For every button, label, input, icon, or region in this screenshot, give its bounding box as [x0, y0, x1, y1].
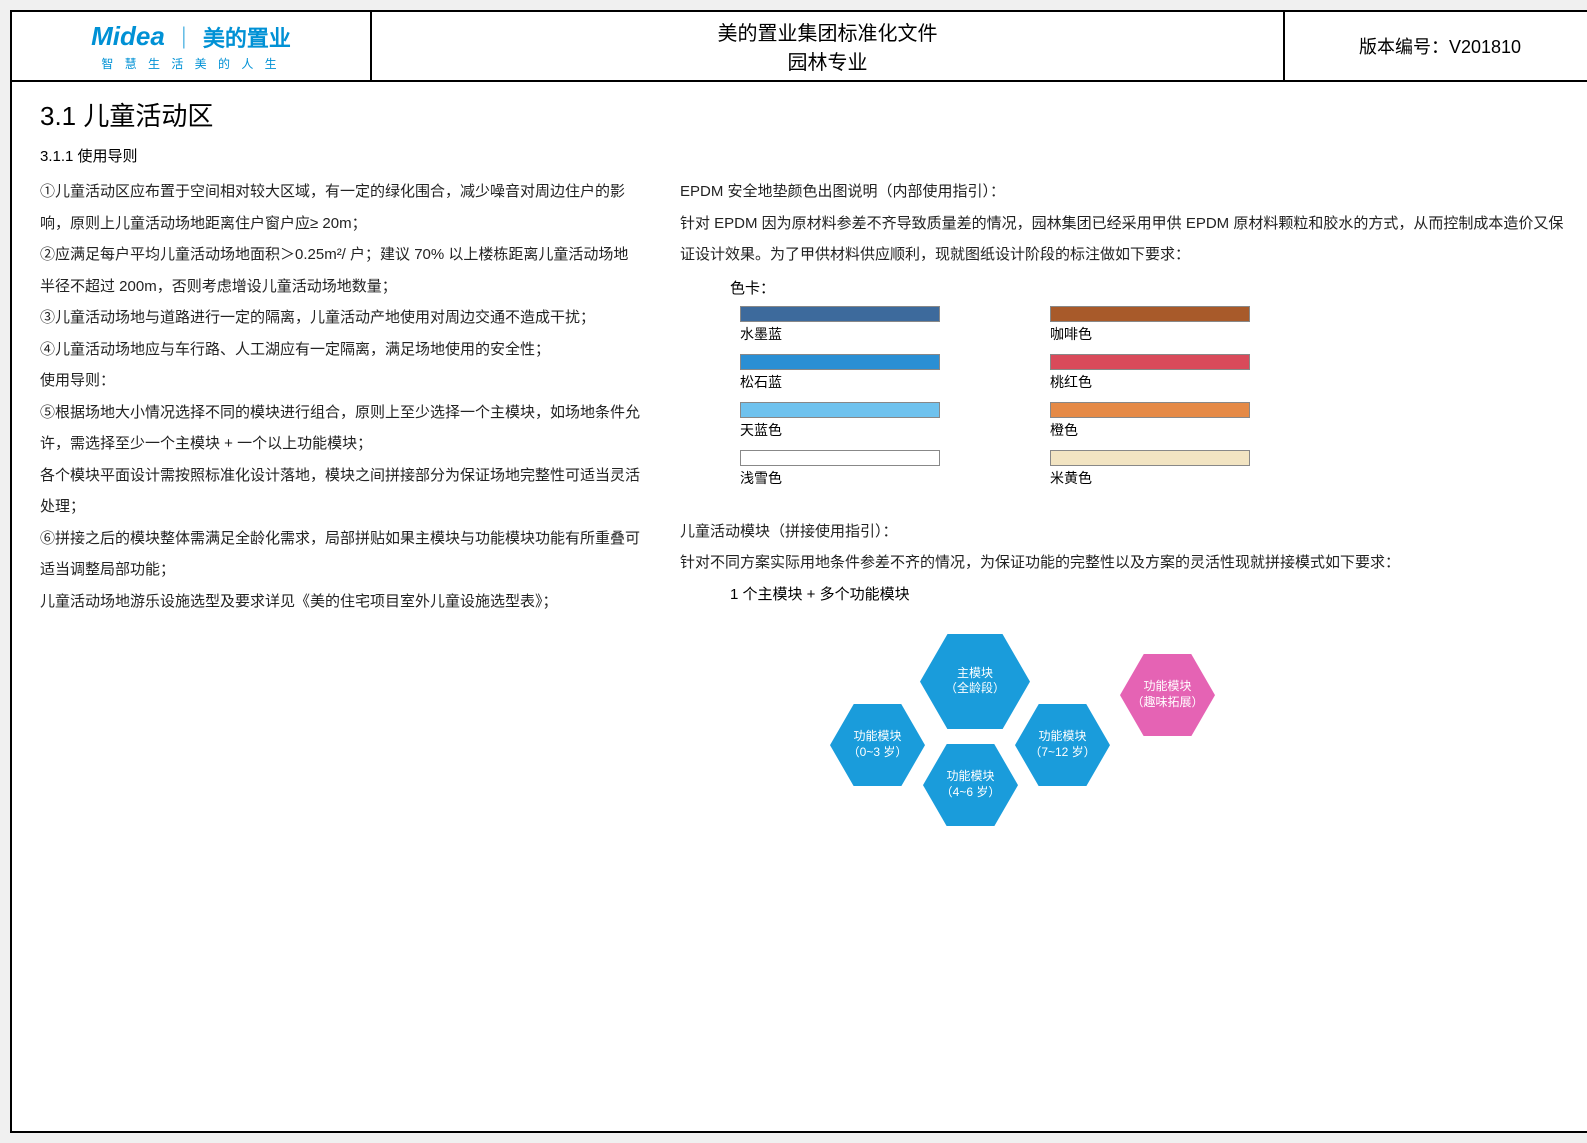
swatch-name: 浅雪色	[740, 468, 990, 488]
module-hexagon: 功能模块（7~12 岁）	[1015, 704, 1110, 786]
swatch-col-left: 水墨蓝松石蓝天蓝色浅雪色	[740, 306, 990, 498]
page-header: Midea ｜ 美的置业 智 慧 生 活 美 的 人 生 美的置业集团标准化文件…	[12, 12, 1587, 82]
color-swatch: 浅雪色	[740, 450, 990, 488]
color-swatch: 松石蓝	[740, 354, 990, 392]
swatch-name: 松石蓝	[740, 372, 990, 392]
document-page: Midea ｜ 美的置业 智 慧 生 活 美 的 人 生 美的置业集团标准化文件…	[10, 10, 1587, 1133]
epdm-body: 针对 EPDM 因为原材料参差不齐导致质量差的情况，园林集团已经采用甲供 EPD…	[680, 208, 1567, 271]
hexagon-label: 功能模块（4~6 岁）	[941, 769, 1001, 800]
swatch-box	[1050, 450, 1250, 466]
guideline-paragraph: ③儿童活动场地与道路进行一定的隔离，儿童活动产地使用对周边交通不造成干扰；	[40, 302, 640, 334]
color-swatch: 米黄色	[1050, 450, 1300, 488]
color-swatch: 水墨蓝	[740, 306, 990, 344]
version-label: 版本编号：V201810	[1359, 33, 1521, 59]
color-swatch: 橙色	[1050, 402, 1300, 440]
swatch-area: 色卡： 水墨蓝松石蓝天蓝色浅雪色 咖啡色桃红色橙色米黄色	[730, 277, 1567, 498]
color-swatch: 咖啡色	[1050, 306, 1300, 344]
section-title: 3.1 儿童活动区	[40, 96, 1567, 133]
swatch-box	[740, 354, 940, 370]
module-heading: 儿童活动模块（拼接使用指引）：	[680, 516, 1567, 548]
guideline-paragraph: ⑤根据场地大小情况选择不同的模块进行组合，原则上至少选择一个主模块，如场地条件允…	[40, 397, 640, 460]
hexagon-label: 主模块（全龄段）	[945, 666, 1005, 697]
guideline-paragraph: ⑥拼接之后的模块整体需满足全龄化需求，局部拼贴如果主模块与功能模块功能有所重叠可…	[40, 523, 640, 586]
guideline-paragraph: 儿童活动场地游乐设施选型及要求详见《美的住宅项目室外儿童设施选型表》；	[40, 586, 640, 618]
hexagon-label: 功能模块（趣味拓展）	[1131, 679, 1203, 710]
module-hexagon: 功能模块（0~3 岁）	[830, 704, 925, 786]
guideline-paragraph: 使用导则：	[40, 365, 640, 397]
hexagon-diagram: 主模块（全龄段） 功能模块（0~3 岁） 功能模块（7~12 岁） 功能模块（4~6 …	[830, 634, 1567, 844]
module-formula: 1 个主模块 + 多个功能模块	[730, 583, 1567, 604]
logo-block: Midea ｜ 美的置业 智 慧 生 活 美 的 人 生	[12, 12, 372, 80]
swatch-name: 水墨蓝	[740, 324, 990, 344]
swatch-name: 桃红色	[1050, 372, 1300, 392]
swatch-box	[1050, 306, 1250, 322]
guideline-paragraph: 各个模块平面设计需按照标准化设计落地，模块之间拼接部分为保证场地完整性可适当灵活…	[40, 460, 640, 523]
swatch-name: 橙色	[1050, 420, 1300, 440]
swatch-col-right: 咖啡色桃红色橙色米黄色	[1050, 306, 1300, 498]
header-title-line2: 园林专业	[788, 46, 868, 75]
module-hexagon: 功能模块（趣味拓展）	[1120, 654, 1215, 736]
two-column-layout: ①儿童活动区应布置于空间相对较大区域，有一定的绿化围合，减少噪音对周边住户的影响…	[40, 176, 1567, 844]
swatch-grid: 水墨蓝松石蓝天蓝色浅雪色 咖啡色桃红色橙色米黄色	[740, 306, 1567, 498]
module-body: 针对不同方案实际用地条件参差不齐的情况，为保证功能的完整性以及方案的灵活性现就拼…	[680, 547, 1567, 579]
guideline-paragraph: ①儿童活动区应布置于空间相对较大区域，有一定的绿化围合，减少噪音对周边住户的影响…	[40, 176, 640, 239]
module-hexagon: 主模块（全龄段）	[920, 634, 1030, 729]
color-swatch: 天蓝色	[740, 402, 990, 440]
hexagon-label: 功能模块（7~12 岁）	[1029, 729, 1095, 760]
epdm-heading: EPDM 安全地垫颜色出图说明（内部使用指引）：	[680, 176, 1567, 208]
swatch-box	[1050, 354, 1250, 370]
guideline-paragraph: ④儿童活动场地应与车行路、人工湖应有一定隔离，满足场地使用的安全性；	[40, 334, 640, 366]
page-content: 3.1 儿童活动区 3.1.1 使用导则 ①儿童活动区应布置于空间相对较大区域，…	[12, 82, 1587, 1131]
swatch-name: 咖啡色	[1050, 324, 1300, 344]
hexagon-label: 功能模块（0~3 岁）	[848, 729, 908, 760]
swatch-name: 米黄色	[1050, 468, 1300, 488]
swatch-box	[1050, 402, 1250, 418]
logo-cn: 美的置业	[203, 21, 291, 53]
header-title-block: 美的置业集团标准化文件 园林专业	[372, 12, 1285, 80]
swatch-box	[740, 450, 940, 466]
logo-divider: ｜	[173, 21, 195, 53]
left-column: ①儿童活动区应布置于空间相对较大区域，有一定的绿化围合，减少噪音对周边住户的影响…	[40, 176, 640, 844]
subsection-title: 3.1.1 使用导则	[40, 145, 1567, 166]
swatch-heading: 色卡：	[730, 277, 1567, 298]
swatch-name: 天蓝色	[740, 420, 990, 440]
logo-main: Midea ｜ 美的置业	[91, 21, 291, 53]
guideline-paragraph: ②应满足每户平均儿童活动场地面积＞0.25m²/ 户；建议 70% 以上楼栋距离…	[40, 239, 640, 302]
version-block: 版本编号：V201810	[1285, 12, 1587, 80]
right-column: EPDM 安全地垫颜色出图说明（内部使用指引）： 针对 EPDM 因为原材料参差…	[680, 176, 1567, 844]
module-hexagon: 功能模块（4~6 岁）	[923, 744, 1018, 826]
logo-brand: Midea	[91, 21, 165, 52]
logo-tagline: 智 慧 生 活 美 的 人 生	[101, 55, 280, 72]
header-title-line1: 美的置业集团标准化文件	[718, 17, 938, 46]
color-swatch: 桃红色	[1050, 354, 1300, 392]
swatch-box	[740, 306, 940, 322]
swatch-box	[740, 402, 940, 418]
